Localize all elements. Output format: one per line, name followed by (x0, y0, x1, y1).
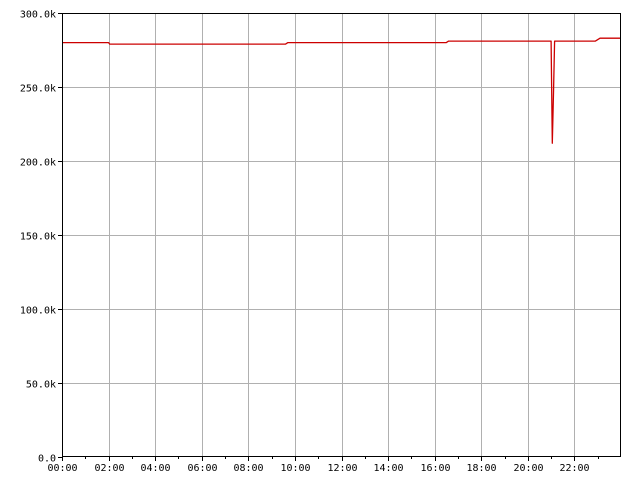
y-tick-label: 150.0k (20, 232, 56, 243)
x-tick-label: 08:00 (233, 463, 263, 474)
y-tick-label: 200.0k (20, 158, 56, 169)
series-layer (62, 37, 621, 144)
x-tick-label: 00:00 (47, 463, 77, 474)
x-tick-label: 04:00 (140, 463, 170, 474)
x-tick-label: 18:00 (466, 463, 496, 474)
x-tick-label: 20:00 (513, 463, 543, 474)
x-tick-label: 02:00 (94, 463, 124, 474)
x-tick-label: 22:00 (559, 463, 589, 474)
series-line (62, 37, 621, 144)
tick-marks (58, 13, 599, 461)
y-tick-label: 250.0k (20, 84, 56, 95)
tick-labels: 00:00 02:00 04:00 06:00 08:00 10:00 12:00 14:00… (20, 10, 590, 475)
x-tick-label: 10:00 (280, 463, 310, 474)
grid-lines (62, 13, 621, 457)
y-tick-label: 0.0 (38, 454, 56, 465)
x-tick-label: 12:00 (327, 463, 357, 474)
plot-frame (62, 13, 621, 457)
y-tick-label: 50.0k (26, 380, 56, 391)
x-tick-label: 14:00 (373, 463, 403, 474)
y-tick-label: 100.0k (20, 306, 56, 317)
x-tick-label: 16:00 (420, 463, 450, 474)
y-tick-label: 300.0k (20, 10, 56, 21)
x-tick-label: 06:00 (187, 463, 217, 474)
